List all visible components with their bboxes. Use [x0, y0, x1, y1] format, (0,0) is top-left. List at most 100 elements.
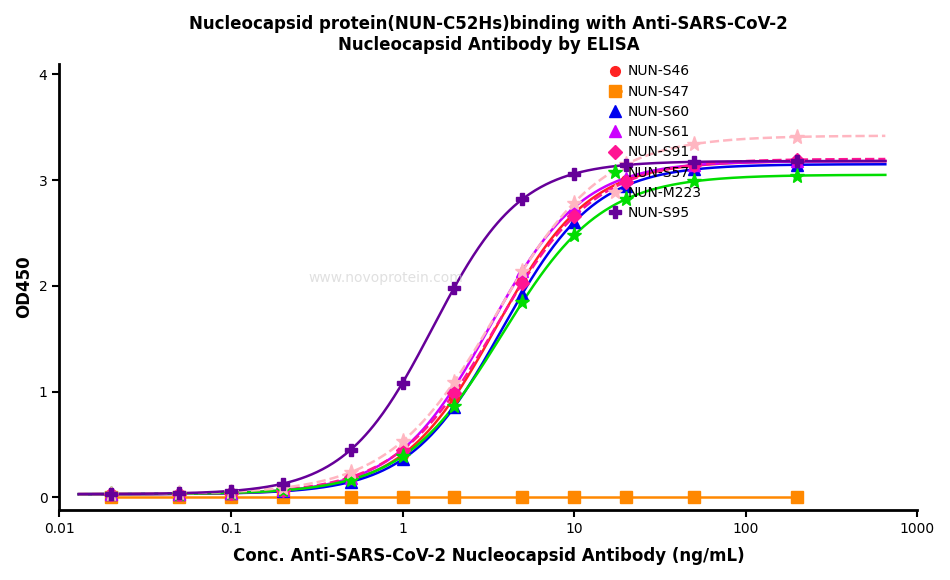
- NUN-S61: [105, 491, 117, 498]
- NUN-S91: [105, 491, 117, 498]
- NUN-S61: [345, 474, 356, 481]
- Line: NUN-S61: NUN-S61: [105, 156, 803, 500]
- NUN-S47: [345, 494, 356, 501]
- NUN-S61: [689, 162, 700, 169]
- NUN-S61: [174, 490, 185, 497]
- NUN-S91: [568, 213, 580, 220]
- NUN-S61: [517, 267, 528, 274]
- NUN-S91: [517, 279, 528, 286]
- NUN-S95: [620, 162, 632, 169]
- Line: NUN-S47: NUN-S47: [105, 492, 803, 503]
- Line: NUN-S91: NUN-S91: [106, 155, 803, 499]
- NUN-S60: [517, 290, 528, 297]
- NUN-S95: [689, 158, 700, 165]
- NUN-S57: [397, 453, 408, 460]
- NUN-M223: [174, 490, 185, 496]
- NUN-S60: [225, 490, 237, 496]
- NUN-S57: [276, 487, 288, 494]
- NUN-S91: [689, 161, 700, 168]
- Title: Nucleocapsid protein(NUN-C52Hs)binding with Anti-SARS-CoV-2
Nucleocapsid Antibod: Nucleocapsid protein(NUN-C52Hs)binding w…: [189, 15, 788, 54]
- NUN-S95: [345, 446, 356, 453]
- NUN-S57: [174, 490, 185, 497]
- NUN-S47: [791, 494, 803, 501]
- NUN-S91: [345, 473, 356, 480]
- Line: NUN-S46: NUN-S46: [106, 157, 803, 499]
- NUN-S46: [276, 487, 288, 494]
- NUN-S95: [448, 284, 460, 291]
- Text: www.novoprotein.com: www.novoprotein.com: [308, 271, 463, 285]
- NUN-S57: [448, 403, 460, 409]
- NUN-S60: [105, 491, 117, 498]
- NUN-M223: [620, 161, 632, 168]
- NUN-S60: [397, 456, 408, 463]
- NUN-S46: [791, 158, 803, 165]
- NUN-S91: [791, 156, 803, 163]
- NUN-S46: [174, 490, 185, 497]
- NUN-S95: [517, 195, 528, 202]
- NUN-S47: [174, 494, 185, 501]
- NUN-S57: [105, 491, 117, 498]
- NUN-S47: [225, 494, 237, 501]
- NUN-M223: [568, 199, 580, 206]
- NUN-S61: [276, 487, 288, 494]
- NUN-S61: [620, 175, 632, 182]
- NUN-S61: [225, 490, 237, 496]
- Line: NUN-M223: NUN-M223: [104, 129, 805, 502]
- NUN-S95: [174, 490, 185, 496]
- NUN-S47: [397, 494, 408, 501]
- Line: NUN-S95: NUN-S95: [104, 155, 804, 501]
- NUN-S46: [689, 162, 700, 169]
- NUN-S47: [105, 494, 117, 501]
- NUN-S46: [397, 451, 408, 458]
- NUN-M223: [448, 378, 460, 385]
- NUN-S60: [791, 161, 803, 168]
- NUN-S57: [345, 476, 356, 483]
- NUN-M223: [397, 438, 408, 445]
- Y-axis label: OD450: OD450: [15, 256, 33, 318]
- NUN-S57: [791, 172, 803, 179]
- NUN-M223: [276, 484, 288, 491]
- NUN-S95: [276, 480, 288, 487]
- NUN-M223: [689, 140, 700, 147]
- NUN-M223: [225, 488, 237, 495]
- NUN-S46: [105, 491, 117, 498]
- NUN-S61: [791, 158, 803, 165]
- NUN-S47: [276, 494, 288, 501]
- NUN-S95: [397, 379, 408, 386]
- NUN-S61: [568, 204, 580, 211]
- NUN-S91: [620, 178, 632, 185]
- NUN-S91: [225, 489, 237, 496]
- NUN-S46: [225, 490, 237, 496]
- NUN-S57: [689, 178, 700, 185]
- NUN-S57: [568, 232, 580, 239]
- NUN-S61: [397, 446, 408, 453]
- Legend: NUN-S46, NUN-S47, NUN-S60, NUN-S61, NUN-S91, NUN-S57, NUN-M223, NUN-S95: NUN-S46, NUN-S47, NUN-S60, NUN-S61, NUN-…: [607, 61, 705, 223]
- NUN-S91: [397, 447, 408, 454]
- Line: NUN-S57: NUN-S57: [104, 168, 805, 502]
- NUN-M223: [105, 491, 117, 498]
- NUN-S47: [689, 494, 700, 501]
- NUN-S57: [225, 490, 237, 496]
- NUN-S60: [174, 491, 185, 498]
- NUN-S60: [345, 478, 356, 485]
- NUN-S91: [448, 390, 460, 397]
- NUN-S95: [225, 487, 237, 494]
- X-axis label: Conc. Anti-SARS-CoV-2 Nucleocapsid Antibody (ng/mL): Conc. Anti-SARS-CoV-2 Nucleocapsid Antib…: [233, 547, 744, 565]
- NUN-S60: [568, 219, 580, 226]
- NUN-M223: [517, 267, 528, 274]
- NUN-S47: [620, 494, 632, 501]
- NUN-M223: [791, 133, 803, 140]
- NUN-S91: [174, 490, 185, 497]
- NUN-S95: [105, 491, 117, 498]
- Line: NUN-S60: NUN-S60: [105, 159, 803, 500]
- NUN-S91: [276, 486, 288, 493]
- NUN-S60: [448, 404, 460, 411]
- NUN-M223: [345, 469, 356, 476]
- NUN-S46: [620, 177, 632, 184]
- NUN-S60: [620, 182, 632, 189]
- NUN-S60: [276, 488, 288, 495]
- NUN-S57: [517, 299, 528, 306]
- NUN-S47: [568, 494, 580, 501]
- NUN-S60: [689, 166, 700, 173]
- NUN-S46: [568, 210, 580, 217]
